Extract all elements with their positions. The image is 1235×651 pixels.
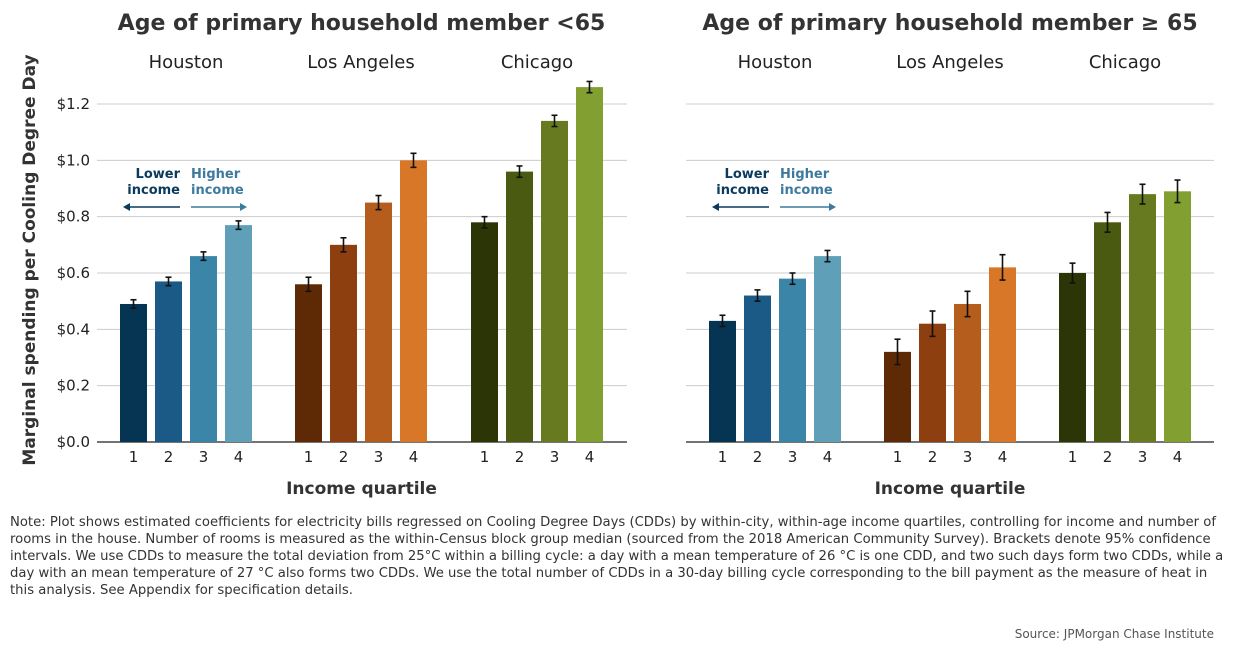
x-tick-label: 1 [304, 448, 314, 466]
x-tick-label: 2 [164, 448, 174, 466]
legend-lower-income: Lower [725, 167, 770, 182]
bar [541, 120, 568, 443]
panel-title: Age of primary household member ≥ 65 [702, 11, 1197, 36]
city-label: Chicago [501, 52, 573, 73]
bar [225, 225, 252, 442]
bar [1129, 194, 1156, 442]
y-tick-label: $0.8 [57, 208, 90, 226]
bar [954, 303, 981, 442]
x-tick-label: 4 [823, 448, 833, 466]
x-tick-label: 4 [998, 448, 1008, 466]
city-label: Los Angeles [896, 52, 1004, 73]
chart: Marginal spending per Cooling Degree Day… [20, 11, 1214, 499]
legend-arrowhead-left [123, 203, 130, 211]
panel-title: Age of primary household member <65 [118, 11, 606, 36]
x-tick-label: 1 [480, 448, 490, 466]
legend-lower-income: income [716, 183, 769, 198]
legend-lower-income: income [127, 183, 180, 198]
x-tick-label: 1 [893, 448, 903, 466]
y-tick-label: $1.2 [57, 95, 90, 113]
bar [365, 202, 392, 442]
bar [1164, 191, 1191, 442]
legend-higher-income: Higher [191, 167, 241, 182]
footnote: Note: Plot shows estimated coefficients … [10, 515, 1224, 598]
x-tick-label: 2 [753, 448, 763, 466]
city-label: Houston [738, 52, 813, 73]
y-tick-label: $0.2 [57, 377, 90, 395]
x-tick-label: 3 [1138, 448, 1148, 466]
x-tick-label: 2 [515, 448, 525, 466]
bar [814, 256, 841, 442]
bar [330, 244, 357, 442]
bar [400, 160, 427, 443]
y-tick-label: $0.0 [57, 433, 90, 451]
x-tick-label: 3 [963, 448, 973, 466]
bar [471, 222, 498, 442]
y-tick-label: $0.6 [57, 264, 90, 282]
x-tick-label: 1 [1068, 448, 1078, 466]
legend-arrowhead-right [240, 203, 247, 211]
x-axis-title: Income quartile [875, 479, 1026, 499]
bar [919, 323, 946, 442]
bar [1094, 222, 1121, 442]
bar [155, 281, 182, 442]
x-tick-label: 4 [585, 448, 595, 466]
city-label: Los Angeles [307, 52, 415, 73]
bar [576, 87, 603, 442]
bar [506, 171, 533, 442]
x-tick-label: 3 [374, 448, 384, 466]
x-tick-label: 1 [129, 448, 139, 466]
x-tick-label: 3 [550, 448, 560, 466]
y-axis-title: Marginal spending per Cooling Degree Day [20, 54, 40, 465]
legend-higher-income: income [191, 183, 244, 198]
y-tick-label: $0.4 [57, 320, 90, 338]
bar [120, 303, 147, 442]
legend-arrowhead-left [712, 203, 719, 211]
bar [190, 256, 217, 442]
x-tick-label: 4 [234, 448, 244, 466]
y-tick-label: $1.0 [57, 151, 90, 169]
legend-higher-income: income [780, 183, 833, 198]
x-tick-label: 3 [199, 448, 209, 466]
city-label: Chicago [1089, 52, 1161, 73]
legend-higher-income: Higher [780, 167, 830, 182]
x-tick-label: 3 [788, 448, 798, 466]
bar [709, 320, 736, 442]
x-tick-label: 2 [339, 448, 349, 466]
source-label: Source: JPMorgan Chase Institute [1014, 627, 1214, 641]
bar [884, 351, 911, 442]
bar [1059, 273, 1086, 442]
x-tick-label: 2 [928, 448, 938, 466]
x-tick-label: 1 [718, 448, 728, 466]
x-axis-title: Income quartile [286, 479, 437, 499]
x-tick-label: 4 [409, 448, 419, 466]
x-tick-label: 4 [1173, 448, 1183, 466]
bar [779, 278, 806, 442]
legend-arrowhead-right [829, 203, 836, 211]
bar [989, 267, 1016, 442]
bar [295, 284, 322, 442]
bar [744, 295, 771, 442]
city-label: Houston [149, 52, 224, 73]
x-tick-label: 2 [1103, 448, 1113, 466]
legend-lower-income: Lower [136, 167, 181, 182]
